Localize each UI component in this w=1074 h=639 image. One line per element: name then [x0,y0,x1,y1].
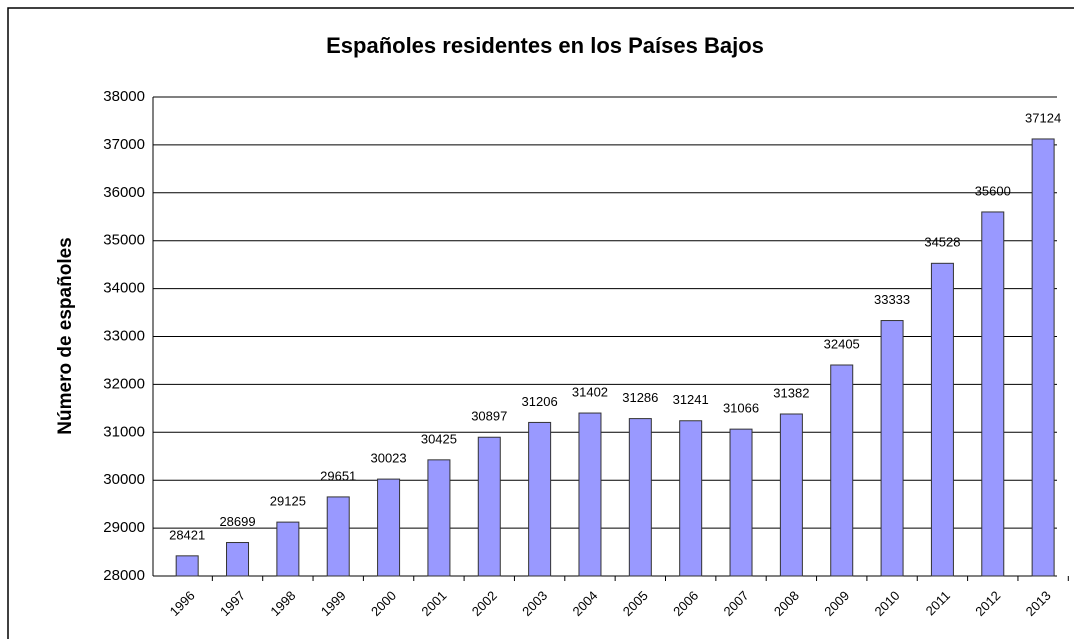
y-tick-label: 32000 [103,375,145,392]
value-label: 35600 [975,183,1011,198]
y-tick-label: 28000 [103,567,145,584]
value-label: 29651 [320,468,356,483]
bar [427,459,451,577]
bar [729,428,753,577]
value-label: 28421 [169,527,205,542]
chart-title: Españoles residentes en los Países Bajos [326,33,764,58]
value-label: 31206 [522,394,558,409]
bar [1031,138,1055,577]
y-tick-label: 36000 [103,184,145,201]
value-label: 30023 [370,451,406,466]
y-tick-label: 33000 [103,327,145,344]
y-tick-label: 37000 [103,136,145,153]
value-label: 33333 [874,292,910,307]
bar [779,413,803,577]
y-tick-label: 31000 [103,423,145,440]
y-tick-label: 38000 [103,88,145,105]
bar [477,436,501,577]
bar [175,555,199,577]
value-label: 31066 [723,401,759,416]
bar [930,262,954,577]
y-tick-label: 29000 [103,519,145,536]
value-label: 31286 [622,390,658,405]
value-label: 34528 [924,235,960,250]
y-tick-label: 30000 [103,471,145,488]
bar [276,521,300,577]
bar [377,478,401,577]
y-axis-title: Número de españoles [55,237,76,434]
bar [880,320,904,577]
bar [830,364,854,577]
value-label: 29125 [270,494,306,509]
value-label: 37124 [1025,110,1061,125]
y-tick-label: 35000 [103,232,145,249]
bar [981,211,1005,577]
value-label: 32405 [824,336,860,351]
bar [226,542,250,577]
bar [679,420,703,577]
value-label: 31382 [773,385,809,400]
bar [578,412,602,577]
bar [628,418,652,577]
value-label: 31241 [673,392,709,407]
value-label: 30897 [471,409,507,424]
bar [528,421,552,577]
bar [326,496,350,577]
value-label: 28699 [219,514,255,529]
value-label: 30425 [421,431,457,446]
value-label: 31402 [572,384,608,399]
y-tick-label: 34000 [103,280,145,297]
